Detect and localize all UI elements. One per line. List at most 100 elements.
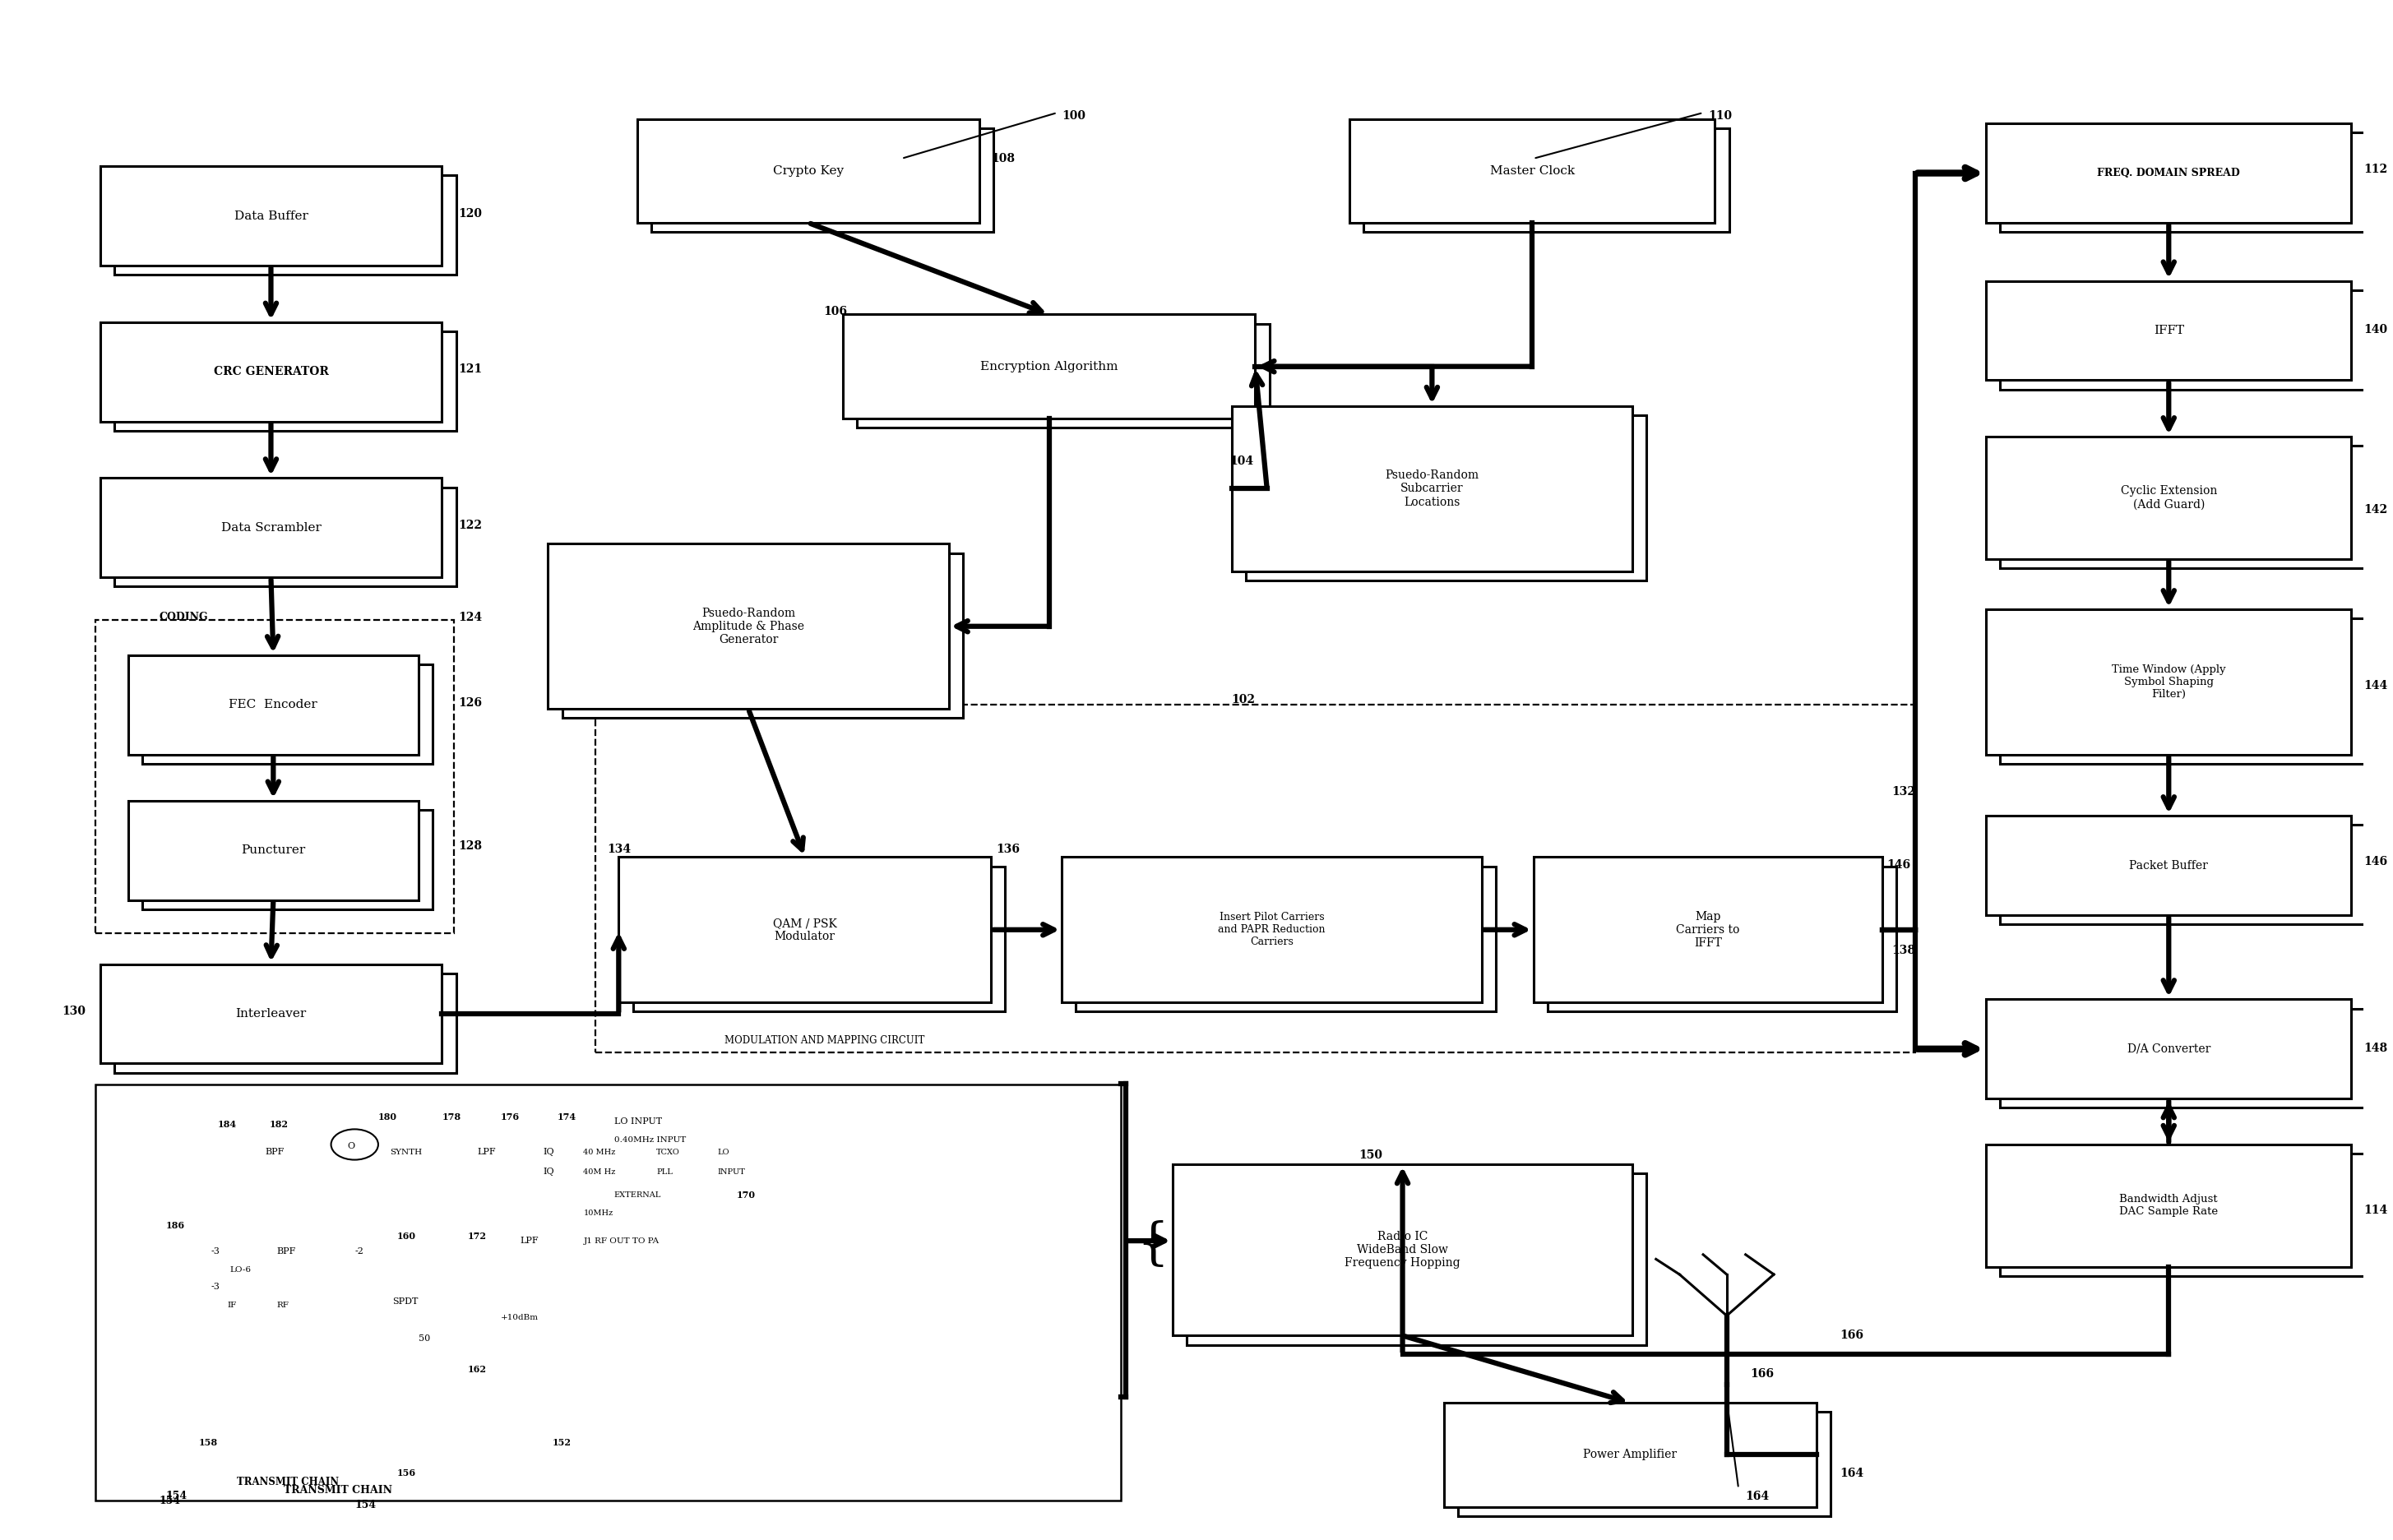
Text: 140: 140	[2364, 323, 2388, 336]
Bar	[1534, 858, 1883, 1003]
Text: LPF: LPF	[476, 1147, 495, 1157]
Text: LO: LO	[718, 1149, 730, 1157]
Text: +10dBm: +10dBm	[500, 1314, 538, 1321]
Text: 120: 120	[459, 208, 483, 219]
Text: 172: 172	[467, 1232, 486, 1241]
Text: 156: 156	[397, 1469, 416, 1478]
Bar	[1077, 867, 1496, 1012]
Bar	[1350, 119, 1716, 223]
Text: Packet Buffer: Packet Buffer	[2130, 859, 2209, 872]
Text: 130: 130	[62, 1006, 86, 1018]
Text: Radio IC
WideBand Slow
Frequency Hopping: Radio IC WideBand Slow Frequency Hopping	[1345, 1230, 1460, 1269]
Bar	[1548, 867, 1895, 1012]
Text: 146: 146	[2364, 856, 2388, 867]
Text: 164: 164	[1840, 1468, 1864, 1478]
Text: Power Amplifier: Power Amplifier	[1584, 1449, 1677, 1460]
Text: 50: 50	[419, 1335, 431, 1343]
Text: 144: 144	[2364, 681, 2388, 691]
Text: IQ: IQ	[543, 1147, 555, 1157]
Text: SPDT: SPDT	[392, 1298, 419, 1306]
Text: 180: 180	[378, 1112, 397, 1121]
Bar	[2001, 132, 2367, 233]
Bar	[101, 322, 443, 422]
Bar	[620, 858, 991, 1003]
Text: 40 MHz: 40 MHz	[584, 1149, 615, 1157]
Bar	[1173, 1164, 1632, 1335]
Text: O: O	[347, 1143, 354, 1150]
Text: 186: 186	[165, 1221, 184, 1230]
Bar	[129, 656, 419, 755]
Bar	[1986, 280, 2352, 380]
Text: EXTERNAL: EXTERNAL	[615, 1192, 660, 1198]
Text: BPF: BPF	[266, 1147, 285, 1157]
Text: 174: 174	[558, 1112, 577, 1121]
Text: 162: 162	[467, 1364, 486, 1374]
Bar	[562, 553, 962, 718]
Bar	[842, 314, 1256, 419]
Text: Psuedo-Random
Amplitude & Phase
Generator: Psuedo-Random Amplitude & Phase Generato…	[692, 607, 804, 645]
Bar	[115, 973, 457, 1073]
Text: -3: -3	[211, 1247, 220, 1255]
Bar	[1986, 610, 2352, 755]
Bar	[1062, 858, 1481, 1003]
Text: Data Buffer: Data Buffer	[235, 209, 309, 222]
Text: 154: 154	[354, 1500, 376, 1511]
Bar	[115, 331, 457, 431]
Bar	[2001, 290, 2367, 390]
Text: TRANSMIT CHAIN: TRANSMIT CHAIN	[237, 1477, 340, 1488]
Text: Interleaver: Interleaver	[235, 1009, 306, 1019]
Text: LPF: LPF	[519, 1237, 538, 1244]
Text: 126: 126	[459, 698, 483, 708]
Text: 152: 152	[553, 1438, 572, 1448]
Text: 166: 166	[1840, 1331, 1864, 1341]
Text: 114: 114	[2364, 1204, 2388, 1217]
Text: 110: 110	[1709, 109, 1733, 122]
Bar	[129, 801, 419, 899]
Text: TCXO: TCXO	[656, 1149, 680, 1157]
Bar	[96, 621, 455, 933]
Text: }: }	[1125, 1217, 1158, 1266]
Text: 148: 148	[2364, 1043, 2388, 1053]
Bar	[144, 810, 433, 909]
Text: IF: IF	[227, 1301, 237, 1309]
Text: D/A Converter: D/A Converter	[2127, 1043, 2211, 1055]
Bar	[1986, 1144, 2352, 1267]
Text: PLL: PLL	[656, 1169, 672, 1175]
Text: 122: 122	[459, 519, 483, 531]
Text: 104: 104	[1230, 456, 1254, 467]
Bar	[2001, 619, 2367, 764]
Bar	[96, 1084, 1120, 1500]
Text: Cyclic Extension
(Add Guard): Cyclic Extension (Add Guard)	[2120, 485, 2216, 510]
Text: Psuedo-Random
Subcarrier
Locations: Psuedo-Random Subcarrier Locations	[1386, 470, 1479, 508]
Text: 108: 108	[991, 152, 1015, 165]
Text: Data Scrambler: Data Scrambler	[220, 522, 321, 533]
Bar	[548, 544, 948, 708]
Text: FREQ. DOMAIN SPREAD: FREQ. DOMAIN SPREAD	[2096, 168, 2240, 179]
Text: 100: 100	[1062, 109, 1086, 122]
Bar	[1247, 416, 1646, 581]
Text: 176: 176	[500, 1112, 519, 1121]
Bar	[1986, 999, 2352, 1098]
Bar	[2001, 1153, 2367, 1277]
Bar	[1187, 1173, 1646, 1344]
Text: QAM / PSK
Modulator: QAM / PSK Modulator	[773, 918, 838, 942]
Text: 154: 154	[158, 1495, 179, 1506]
Bar	[632, 867, 1005, 1012]
Text: RF: RF	[278, 1301, 290, 1309]
Bar	[115, 487, 457, 587]
Text: Puncturer: Puncturer	[242, 844, 306, 856]
Text: Bandwidth Adjust
DAC Sample Rate: Bandwidth Adjust DAC Sample Rate	[2120, 1194, 2218, 1217]
Text: 170: 170	[737, 1190, 756, 1200]
Text: Encryption Algorithm: Encryption Algorithm	[981, 360, 1118, 373]
Text: INPUT: INPUT	[718, 1169, 747, 1175]
Text: 142: 142	[2364, 505, 2388, 516]
Bar	[144, 665, 433, 764]
Text: 154: 154	[165, 1491, 187, 1502]
Bar	[857, 323, 1268, 428]
Text: 160: 160	[397, 1232, 416, 1241]
Bar	[596, 704, 1914, 1053]
Text: Map
Carriers to
IFFT: Map Carriers to IFFT	[1675, 910, 1740, 949]
Text: Insert Pilot Carriers
and PAPR Reduction
Carriers: Insert Pilot Carriers and PAPR Reduction…	[1218, 912, 1326, 947]
Text: IFFT: IFFT	[2154, 325, 2185, 336]
Bar	[2001, 447, 2367, 568]
